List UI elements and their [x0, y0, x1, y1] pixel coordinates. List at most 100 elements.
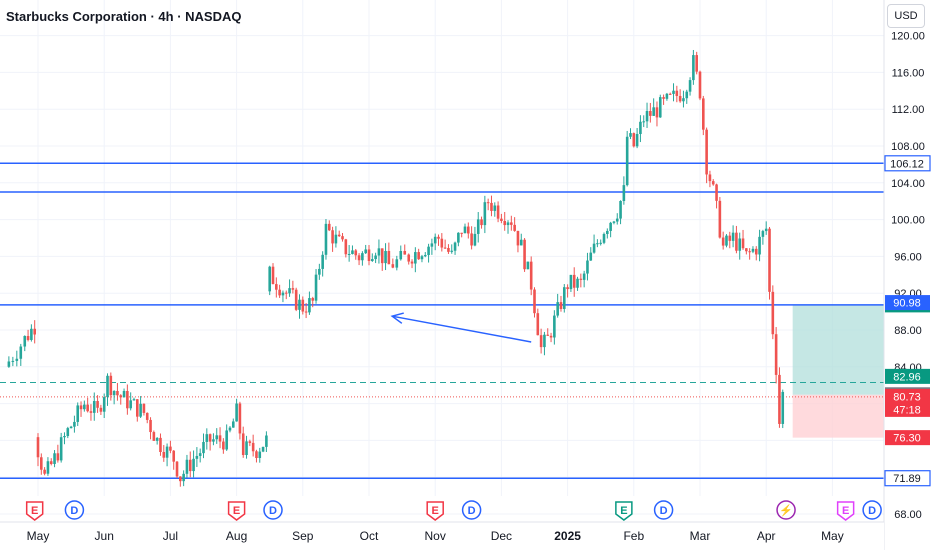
- loss-zone: [792, 394, 892, 438]
- candle-body: [145, 412, 149, 420]
- candle: [708, 170, 712, 188]
- candle: [129, 392, 132, 411]
- candle: [705, 127, 708, 184]
- price-badge-bg: [885, 388, 930, 417]
- candle-body: [695, 55, 698, 72]
- candle: [56, 444, 60, 463]
- event-marker[interactable]: E: [836, 501, 855, 521]
- candle-body: [427, 246, 430, 256]
- candle-body: [195, 455, 199, 459]
- event-marker[interactable]: E: [426, 501, 444, 521]
- candle: [116, 382, 119, 401]
- candle-body: [410, 261, 414, 264]
- candle-body: [66, 428, 70, 437]
- candle-body: [500, 218, 503, 221]
- candle-body: [635, 134, 639, 147]
- candle: [122, 388, 126, 398]
- horizontal-lines[interactable]: [0, 162, 884, 479]
- candle: [771, 285, 775, 340]
- candle-body: [139, 403, 142, 417]
- price-axis[interactable]: 68.0072.0076.0080.0084.0088.0092.0096.00…: [883, 0, 932, 550]
- price-tick-label: 104.00: [891, 178, 925, 190]
- candle-body: [268, 266, 271, 292]
- time-axis[interactable]: May Jun Jul Aug Sep Oct Nov Dec 2025 Feb Mar Apr May: [0, 521, 884, 550]
- event-markers[interactable]: E D E D E D E D ⚡ E D: [25, 500, 882, 521]
- candle: [599, 239, 602, 246]
- event-marker[interactable]: D: [461, 500, 482, 520]
- candle: [384, 243, 387, 271]
- candle-body: [109, 375, 113, 396]
- candle-body: [278, 289, 281, 296]
- event-marker[interactable]: E: [25, 501, 44, 521]
- candle: [625, 130, 629, 187]
- candle: [609, 221, 612, 238]
- candle-body: [86, 404, 89, 412]
- candle-body: [403, 250, 407, 255]
- price-badge-text: 82.96: [893, 371, 921, 383]
- event-marker[interactable]: ⚡: [776, 500, 796, 520]
- candle-body: [771, 291, 775, 335]
- candle: [308, 291, 311, 315]
- candle-body: [391, 264, 395, 268]
- candle-body: [79, 405, 83, 410]
- candle-body: [559, 302, 563, 309]
- candle-body: [271, 266, 275, 285]
- dividend-icon: [653, 500, 674, 520]
- event-marker-label: E: [233, 505, 240, 517]
- candle-body: [629, 133, 632, 137]
- event-marker[interactable]: D: [653, 500, 674, 520]
- candle-body: [341, 236, 344, 240]
- candle: [692, 49, 695, 85]
- candle: [222, 438, 225, 454]
- event-marker[interactable]: E: [227, 501, 246, 521]
- candle-body: [433, 236, 437, 244]
- candle-body: [480, 219, 483, 226]
- candle: [231, 418, 235, 428]
- candle: [529, 256, 533, 296]
- candle-body: [162, 451, 166, 458]
- candle-body: [102, 397, 106, 412]
- candle-body: [36, 437, 40, 458]
- candle-body: [483, 202, 487, 226]
- candle-body: [533, 289, 536, 314]
- candle-body: [642, 121, 646, 123]
- candle-body: [698, 71, 702, 99]
- currency-button[interactable]: USD: [887, 4, 925, 28]
- trend-arrow[interactable]: [390, 312, 532, 343]
- candle: [566, 284, 569, 298]
- candle-body: [238, 403, 242, 434]
- event-marker[interactable]: D: [64, 500, 85, 520]
- candle: [377, 239, 381, 264]
- candle-body: [301, 299, 305, 312]
- candle-body: [122, 390, 126, 398]
- profit-zone: [792, 304, 892, 395]
- candle-body: [443, 247, 447, 249]
- candle-body: [725, 235, 728, 246]
- event-marker-label: E: [432, 505, 439, 517]
- candle: [238, 401, 242, 440]
- candle: [155, 437, 159, 445]
- chart-title: Starbucks Corporation · 4h · NASDAQ: [6, 9, 242, 24]
- dividend-icon: [862, 500, 882, 520]
- event-marker[interactable]: E: [615, 501, 633, 521]
- candle: [721, 231, 725, 250]
- candle-body: [658, 97, 662, 118]
- candle-body: [83, 404, 86, 410]
- event-marker[interactable]: D: [862, 500, 882, 520]
- candle: [510, 215, 513, 231]
- candle: [291, 280, 295, 294]
- candle-body: [506, 222, 510, 226]
- candle: [473, 226, 477, 247]
- candle: [169, 440, 172, 454]
- candle-body: [566, 287, 569, 290]
- event-marker[interactable]: D: [263, 500, 283, 520]
- candle-body: [460, 232, 463, 234]
- candle-body: [318, 268, 321, 275]
- price-badge-bg: [885, 368, 930, 384]
- candle: [586, 252, 589, 281]
- candle-body: [308, 298, 311, 313]
- candle: [457, 232, 460, 247]
- candle: [635, 128, 639, 149]
- candle: [86, 397, 89, 413]
